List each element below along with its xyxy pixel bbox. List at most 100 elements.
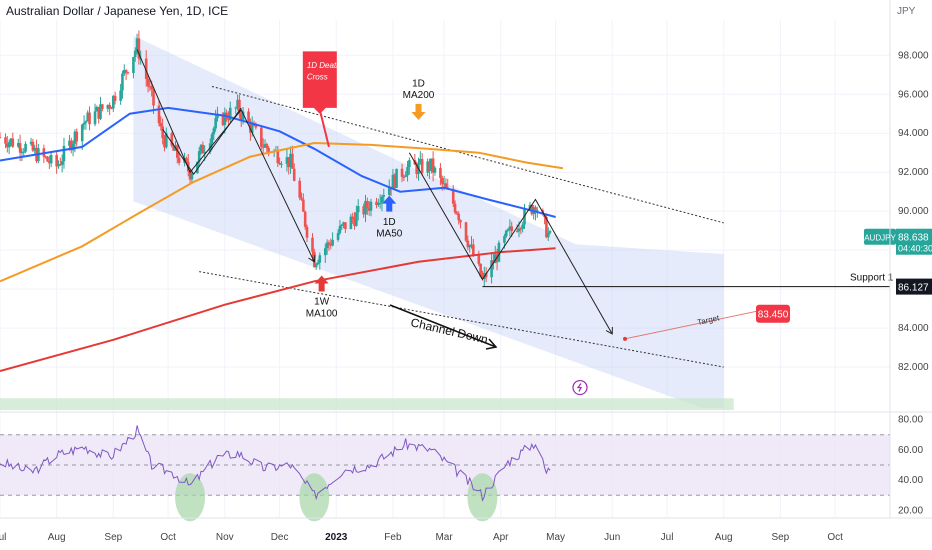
candle-up: [236, 99, 239, 108]
time-tick-label: Jun: [604, 532, 620, 543]
candle-down: [477, 255, 481, 264]
candle-up: [214, 118, 217, 129]
candle-down: [44, 156, 47, 158]
candle-up: [517, 228, 521, 232]
symbol-label: AUDJPY: [864, 234, 896, 243]
candle-up: [546, 232, 550, 238]
zigzag-bounce-1: [162, 107, 242, 176]
candle-down: [276, 150, 280, 164]
time-tick-label: Jul: [661, 532, 674, 543]
candle-up: [433, 167, 437, 173]
candle-down: [439, 167, 442, 179]
candle-down: [247, 111, 250, 122]
candle-down: [18, 143, 22, 153]
currency-label: JPY: [897, 6, 916, 17]
candle-down: [221, 113, 225, 126]
time-tick-label: Dec: [271, 532, 289, 543]
channel-upper-line: [211, 85, 724, 224]
candle-up: [349, 216, 353, 230]
candle-down: [108, 104, 111, 109]
candle-down: [148, 86, 152, 88]
candle-up: [84, 121, 88, 123]
candle-up: [470, 244, 473, 246]
ma200-label-1: 1D: [412, 78, 425, 89]
candle-down: [291, 153, 294, 169]
candle-down: [261, 146, 265, 148]
candle-down: [455, 212, 459, 214]
candle-down: [110, 108, 113, 110]
time-tick-label: Feb: [384, 532, 402, 543]
candle-down: [457, 213, 461, 221]
candle-down: [311, 237, 314, 252]
candle-up: [468, 245, 471, 248]
target-value: 83.450: [758, 310, 789, 321]
candle-down: [267, 147, 270, 152]
price-tick-label: 82.000: [898, 362, 929, 373]
candle-down: [300, 197, 303, 200]
candle-down: [428, 161, 431, 171]
death-cross-label-1: 1D Death: [307, 61, 341, 70]
candle-down: [519, 228, 523, 230]
candle-down: [177, 157, 181, 163]
death-cross-arrow: [318, 109, 330, 148]
candle-down: [545, 217, 548, 238]
candle-up: [490, 260, 493, 278]
rsi-oversold-highlight: [467, 473, 498, 522]
candle-up: [408, 160, 411, 168]
candle-up: [406, 167, 409, 176]
candle-down: [101, 104, 104, 109]
candle-down: [415, 164, 418, 174]
candle-down: [97, 106, 100, 119]
lightning-bolt-icon: [576, 383, 582, 392]
candle-down: [444, 183, 448, 188]
candle-up: [16, 143, 20, 147]
time-tick-label: Jul: [0, 532, 6, 543]
candle-up: [68, 140, 71, 146]
candle-down: [466, 240, 470, 248]
candle-down: [298, 180, 302, 198]
candle-down: [59, 164, 62, 166]
candle-down: [464, 222, 468, 241]
rsi-tick-label: 40.00: [898, 475, 923, 486]
channel-down-arrow: [389, 304, 497, 348]
candle-down: [344, 222, 347, 230]
candle-up: [325, 242, 329, 249]
ma100w-label-1: 1W: [314, 297, 330, 308]
candle-down: [159, 123, 163, 127]
candle-down: [254, 125, 258, 128]
time-tick-label: Apr: [493, 532, 509, 543]
candle-down: [4, 137, 7, 144]
support-zone-band: [0, 398, 734, 410]
candle-up: [71, 143, 75, 151]
candle-up: [508, 226, 512, 230]
candle-down: [302, 199, 305, 212]
candle-down: [367, 208, 371, 211]
candle-down: [431, 158, 435, 173]
last-price-value: 88.638: [898, 233, 929, 244]
price-tick-label: 90.000: [898, 206, 929, 217]
candle-up: [24, 143, 27, 152]
candle-up: [419, 158, 422, 163]
candle-up: [29, 141, 33, 144]
candle-down: [144, 58, 148, 79]
candle-down: [239, 113, 243, 120]
candle-down: [481, 276, 484, 279]
candle-up: [196, 161, 199, 174]
time-tick-label: Aug: [715, 532, 733, 543]
candle-down: [113, 95, 117, 101]
candle-up: [521, 224, 524, 229]
rsi-tick-label: 60.00: [898, 445, 923, 456]
candle-up: [234, 107, 238, 109]
ma100w-label-2: MA100: [306, 308, 338, 319]
rsi-oversold-highlight: [299, 473, 330, 522]
candle-up: [82, 122, 86, 125]
candle-down: [137, 38, 141, 59]
candle-up: [426, 161, 429, 173]
candle-down: [265, 144, 269, 148]
candle-up: [20, 152, 24, 154]
candle-up: [376, 203, 380, 206]
candle-up: [135, 38, 139, 51]
candle-up: [241, 111, 245, 120]
candle-up: [22, 151, 26, 153]
target-value-box: [756, 304, 790, 323]
